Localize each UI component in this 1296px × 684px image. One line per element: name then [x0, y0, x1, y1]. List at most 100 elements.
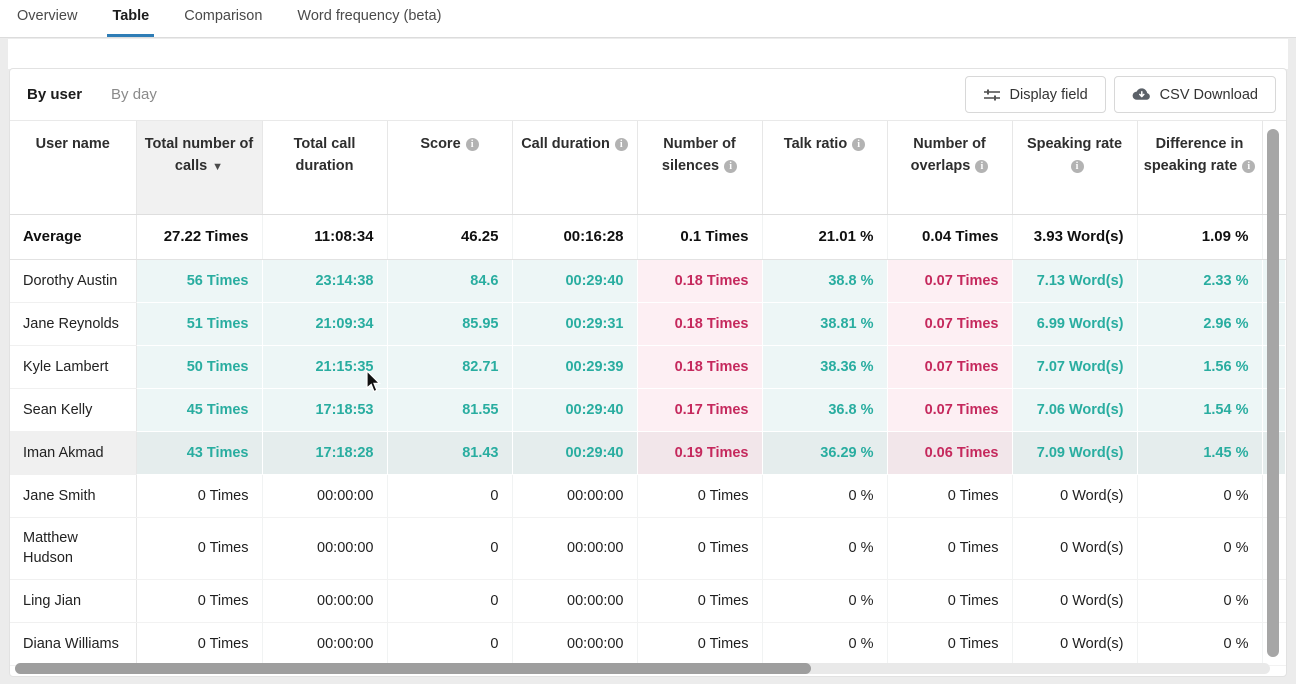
- value-cell: 21:09:34: [262, 302, 388, 346]
- value-cell: 0.07 Times: [887, 388, 1013, 432]
- value-cell: 81.55: [387, 388, 513, 432]
- user-name-cell: Iman Akmad: [10, 431, 137, 475]
- value-cell: 0.1 Times: [637, 214, 763, 260]
- subband: [8, 39, 1288, 69]
- column-header-talk-ratio[interactable]: Talk ratio i: [762, 121, 888, 215]
- table-row[interactable]: Dorothy Austin 56 Times 23:14:38 84.6 00:29:…: [10, 259, 1286, 303]
- header-row: User name Total number of calls ▼ Total cal…: [10, 121, 1286, 215]
- value-cell: 38.36 %: [762, 345, 888, 389]
- value-cell: 00:00:00: [262, 474, 388, 518]
- column-header-label: Total number of calls: [144, 136, 254, 174]
- user-name-cell: Kyle Lambert: [10, 345, 137, 389]
- info-icon[interactable]: i: [724, 160, 738, 173]
- value-cell: 3.93 Word(s): [1012, 214, 1138, 260]
- horizontal-scrollbar-track[interactable]: [15, 663, 1270, 674]
- value-cell: 1.56 %: [1137, 345, 1263, 389]
- value-cell: 6.99 Word(s): [1012, 302, 1138, 346]
- value-cell: 17:18:53: [262, 388, 388, 432]
- table-row[interactable]: Jane Reynolds 51 Times 21:09:34 85.95 00:29:…: [10, 302, 1286, 346]
- table-row[interactable]: Iman Akmad 43 Times 17:18:28 81.43 00:29:40 0…: [10, 431, 1286, 475]
- data-table-wrap: User name Total number of calls ▼ Total cal…: [10, 121, 1286, 676]
- info-icon[interactable]: i: [975, 160, 989, 173]
- tab-comparison[interactable]: Comparison: [184, 8, 263, 24]
- column-header-label: Talk ratio: [783, 136, 848, 152]
- column-header-user-name[interactable]: User name: [10, 121, 137, 215]
- column-header-number-of-silences[interactable]: Number of silences i: [637, 121, 763, 215]
- value-cell: 0 Times: [887, 474, 1013, 518]
- value-cell: 0 %: [762, 517, 888, 580]
- display-field-button[interactable]: Display field: [964, 76, 1106, 113]
- value-cell: 23:14:38: [262, 259, 388, 303]
- value-cell: 0 Times: [637, 622, 763, 666]
- column-header-number-of-overlaps[interactable]: Number of overlaps i: [887, 121, 1013, 215]
- value-cell: 7.06 Word(s): [1012, 388, 1138, 432]
- table-row[interactable]: Matthew Hudson 0 Times 00:00:00 0 00:00:00 0 …: [10, 517, 1286, 580]
- table-row[interactable]: Kyle Lambert 50 Times 21:15:35 82.71 00:29:3…: [10, 345, 1286, 389]
- vertical-scrollbar[interactable]: [1267, 129, 1279, 657]
- value-cell: 0 Times: [637, 517, 763, 580]
- value-cell: 0 Times: [887, 622, 1013, 666]
- tab-overview[interactable]: Overview: [17, 8, 78, 24]
- column-header-label: Number of silences: [661, 136, 736, 174]
- sliders-icon: [983, 87, 1001, 103]
- column-header-total-number-of-calls[interactable]: Total number of calls ▼: [136, 121, 263, 215]
- value-cell: 0 Times: [637, 474, 763, 518]
- column-header-label: Number of overlaps: [910, 136, 986, 174]
- value-cell: 38.81 %: [762, 302, 888, 346]
- report-card: By user By day Display field CSV Download: [9, 68, 1287, 677]
- info-icon[interactable]: i: [614, 138, 628, 151]
- value-cell: 0 Times: [136, 579, 263, 623]
- column-header-difference-in-speaking-rate[interactable]: Difference in speaking rate i: [1137, 121, 1263, 215]
- value-cell: 11:08:34: [262, 214, 388, 260]
- value-cell: 00:29:40: [512, 259, 638, 303]
- table-row[interactable]: Diana Williams 0 Times 00:00:00 0 00:00:00 0 …: [10, 622, 1286, 666]
- column-header-label: Difference in speaking rate: [1143, 136, 1244, 174]
- value-cell: 00:29:39: [512, 345, 638, 389]
- user-name-cell: Sean Kelly: [10, 388, 137, 432]
- value-cell: 00:00:00: [512, 474, 638, 518]
- value-cell: 84.6: [387, 259, 513, 303]
- table-row[interactable]: Jane Smith 0 Times 00:00:00 0 00:00:00 0 Time…: [10, 474, 1286, 518]
- value-cell: 0.07 Times: [887, 345, 1013, 389]
- value-cell: 0 Times: [136, 517, 263, 580]
- value-cell: 0 %: [762, 474, 888, 518]
- value-cell: 0.06 Times: [887, 431, 1013, 475]
- info-icon[interactable]: i: [465, 138, 479, 151]
- column-header-call-duration[interactable]: Call duration i: [512, 121, 638, 215]
- info-icon[interactable]: i: [1242, 160, 1256, 173]
- value-cell: 0: [387, 474, 513, 518]
- horizontal-scrollbar-thumb[interactable]: [15, 663, 811, 674]
- value-cell: 82.71: [387, 345, 513, 389]
- top-tab-bar: Overview Table Comparison Word frequency (b…: [0, 0, 1296, 38]
- value-cell: 0 %: [1137, 474, 1263, 518]
- info-icon[interactable]: i: [1070, 160, 1084, 173]
- user-name-cell: Jane Smith: [10, 474, 137, 518]
- value-cell: 00:16:28: [512, 214, 638, 260]
- value-cell: 0 Times: [136, 622, 263, 666]
- column-header-label: Speaking rate: [1026, 136, 1123, 152]
- column-header-speaking-rate[interactable]: Speaking rate i: [1012, 121, 1138, 215]
- column-header-score[interactable]: Score i: [387, 121, 513, 215]
- value-cell: 00:00:00: [262, 517, 388, 580]
- csv-download-button[interactable]: CSV Download: [1113, 76, 1276, 113]
- display-field-label: Display field: [1009, 86, 1088, 103]
- value-cell: 7.09 Word(s): [1012, 431, 1138, 475]
- value-cell: 0 %: [1137, 579, 1263, 623]
- value-cell: 00:00:00: [262, 622, 388, 666]
- value-cell: 00:00:00: [512, 517, 638, 580]
- view-tab-by-user[interactable]: By user: [27, 86, 83, 103]
- value-cell: 00:00:00: [512, 622, 638, 666]
- value-cell: 0.18 Times: [637, 302, 763, 346]
- value-cell: 0.04 Times: [887, 214, 1013, 260]
- table-row[interactable]: Ling Jian 0 Times 00:00:00 0 00:00:00 0 Times…: [10, 579, 1286, 623]
- tab-table[interactable]: Table: [107, 0, 155, 37]
- value-cell: 1.54 %: [1137, 388, 1263, 432]
- table-row[interactable]: Sean Kelly 45 Times 17:18:53 81.55 00:29:40 0…: [10, 388, 1286, 432]
- value-cell: 45 Times: [136, 388, 263, 432]
- column-header-total-call-duration[interactable]: Total call duration: [262, 121, 388, 215]
- info-icon[interactable]: i: [852, 138, 866, 151]
- cloud-download-icon: [1132, 87, 1151, 102]
- tab-word-frequency-beta[interactable]: Word frequency (beta): [297, 8, 442, 24]
- sort-desc-icon[interactable]: ▼: [212, 161, 224, 173]
- view-tab-by-day[interactable]: By day: [111, 86, 157, 103]
